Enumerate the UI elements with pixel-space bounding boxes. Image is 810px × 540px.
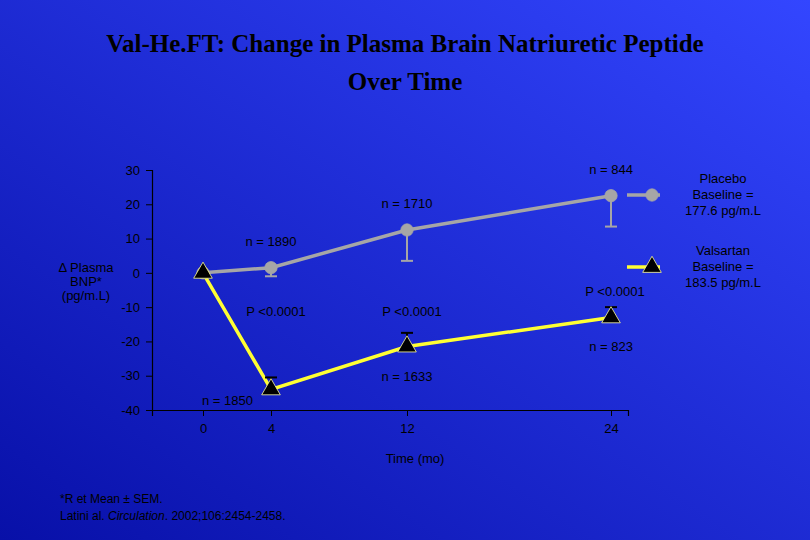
footnote: *R et Mean ± SEM.	[60, 492, 163, 506]
x-tick: 24	[604, 410, 618, 436]
p-value-label: P <0.0001	[246, 304, 305, 319]
p-value-label: P <0.0001	[382, 304, 441, 319]
legend-symbol	[643, 256, 662, 272]
x-axis-title: Time (mo)	[386, 451, 445, 466]
title-line: Over Time	[348, 68, 463, 95]
series-marker	[398, 336, 417, 352]
y-tick: -20	[121, 334, 152, 349]
x-tick-mark	[271, 410, 272, 416]
error-bar-cap	[605, 226, 617, 228]
background	[0, 0, 810, 540]
series-marker	[194, 262, 213, 278]
y-tick-label: -10	[121, 300, 140, 315]
chart-svg: Val-He.FT: Change in Plasma Brain Natriu…	[0, 0, 810, 540]
source-part: . 2002;106:2454-2458.	[165, 509, 286, 523]
y-tick-label: 10	[126, 231, 140, 246]
n-label: n = 1710	[382, 196, 433, 211]
x-tick-label: 24	[604, 421, 618, 436]
y-tick-label: 0	[133, 266, 140, 281]
y-tick-mark	[146, 307, 152, 308]
legend-entry: ValsartanBaseline =183.5 pg/m.L	[627, 243, 761, 290]
n-label: n = 823	[589, 339, 633, 354]
x-tick: 0	[200, 410, 207, 436]
p-value-label: P <0.0001	[585, 284, 644, 299]
x-tick-mark	[203, 410, 204, 416]
y-tick: 20	[126, 197, 152, 212]
y-axis-title-line: BNP*	[70, 274, 102, 289]
legend-name: Placebo	[700, 171, 747, 186]
legend-baseline: Baseline =	[692, 187, 753, 202]
legend-entry: PlaceboBaseline =177.6 pg/m.L	[627, 171, 761, 218]
y-tick: -30	[121, 368, 152, 383]
legend-baseline: 177.6 pg/m.L	[685, 203, 761, 218]
y-tick-mark	[146, 170, 152, 171]
legend-name: Valsartan	[696, 243, 750, 258]
x-tick: 4	[268, 410, 275, 436]
series-marker	[602, 307, 621, 323]
series-marker	[265, 262, 277, 274]
y-tick: 30	[126, 163, 152, 178]
chart: Val-He.FT: Change in Plasma Brain Natriu…	[0, 0, 810, 540]
y-tick-mark	[146, 239, 152, 240]
legend-baseline: 183.5 pg/m.L	[685, 275, 761, 290]
legend-label: PlaceboBaseline =177.6 pg/m.L	[685, 171, 761, 218]
legend-symbol	[646, 189, 658, 201]
source: Latini al. Circulation. 2002;106:2454-24…	[60, 509, 286, 523]
x-tick: 12	[400, 410, 414, 436]
x-axis: 0 4 12 24	[153, 410, 629, 436]
y-tick-label: -20	[121, 334, 140, 349]
x-tick-label: 12	[400, 421, 414, 436]
y-tick-mark	[146, 341, 152, 342]
y-tick: -10	[121, 300, 152, 315]
legend-label: ValsartanBaseline =183.5 pg/m.L	[685, 243, 761, 290]
y-tick-mark	[146, 204, 152, 205]
y-tick-label: -30	[121, 368, 140, 383]
x-axis-line	[153, 411, 629, 417]
x-tick-label: 0	[200, 421, 207, 436]
series-line	[203, 196, 611, 273]
source-part: Circulation	[108, 509, 165, 523]
title-line: Val-He.FT: Change in Plasma Brain Natriu…	[106, 30, 703, 57]
y-tick-mark	[146, 376, 152, 377]
y-axis: 30 20 10 0 -10 -20 -30 -40	[121, 163, 152, 418]
error-bar-cap	[401, 332, 413, 334]
x-tick-mark	[407, 410, 408, 416]
series-line	[203, 273, 611, 390]
legend-baseline: Baseline =	[692, 259, 753, 274]
y-tick: -40	[121, 403, 152, 418]
y-tick: 10	[126, 231, 152, 246]
x-tick-mark	[611, 410, 612, 416]
series-marker	[605, 190, 617, 202]
n-label: n = 1633	[382, 369, 433, 384]
y-axis-title: Δ PlasmaBNP*(pg/m.L)	[59, 260, 115, 303]
x-tick-label: 4	[268, 421, 275, 436]
y-tick-label: 20	[126, 197, 140, 212]
y-axis-line	[146, 171, 153, 411]
y-tick: 0	[133, 266, 152, 281]
series-marker	[401, 224, 413, 236]
y-tick-mark	[146, 273, 152, 274]
plot-marks	[194, 190, 621, 395]
title: Val-He.FT: Change in Plasma Brain Natriu…	[106, 30, 703, 95]
y-axis-title-line: Δ Plasma	[59, 260, 115, 275]
n-label: n = 1850	[202, 393, 253, 408]
source-part: Latini al.	[60, 509, 108, 523]
y-tick-label: -40	[121, 403, 140, 418]
error-bar-cap	[401, 260, 413, 262]
error-bar-cap	[265, 275, 277, 277]
y-tick-mark	[146, 410, 152, 411]
y-axis-title-line: (pg/m.L)	[62, 288, 110, 303]
series-marker	[262, 379, 281, 395]
n-label: n = 1890	[246, 234, 297, 249]
n-label: n = 844	[589, 162, 633, 177]
y-tick-label: 30	[126, 163, 140, 178]
